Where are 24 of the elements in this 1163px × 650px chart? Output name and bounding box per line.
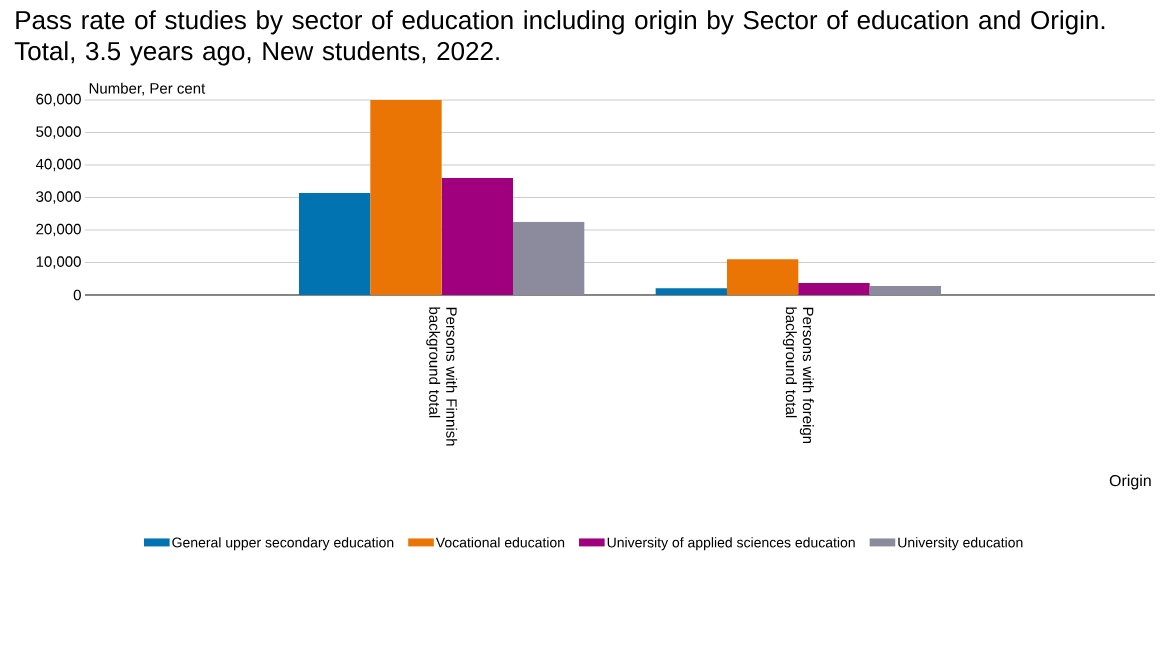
- y-tick-label: 30,000: [36, 191, 81, 204]
- y-tick-label: 20,000: [36, 223, 81, 237]
- bar: [441, 178, 513, 295]
- legend-label: Vocational education: [435, 537, 565, 548]
- x-tick-label: Persons with foreign background total: [782, 307, 814, 444]
- legend-label: University education: [898, 537, 1023, 551]
- bar: [726, 259, 799, 295]
- legend-label: University of applied sciences education: [607, 537, 855, 551]
- bar: [370, 100, 442, 295]
- bar: [299, 192, 371, 295]
- chart-title: Pass rate of studies by sector of education including origin by Sector of education and Origin. Total, 3.5 years ago, New students, 2022.: [14, 10, 1105, 66]
- bar: [798, 282, 870, 295]
- bar: [655, 288, 727, 295]
- bar: [513, 221, 585, 295]
- y-tick-label: 60,000: [36, 93, 81, 107]
- y-tick-label: 50,000: [36, 126, 81, 139]
- y-tick-label: 40,000: [35, 158, 81, 172]
- y-tick-label: 10,000: [36, 256, 81, 269]
- y-tick-label: 0: [73, 289, 81, 301]
- x-axis-title: Origin: [1109, 474, 1151, 490]
- x-tick-label: Persons with Finnish background total: [426, 307, 458, 446]
- bar: [869, 285, 941, 295]
- legend-label: General upper secondary education: [172, 537, 394, 551]
- y-axis-title: Number, Per cent: [89, 82, 206, 96]
